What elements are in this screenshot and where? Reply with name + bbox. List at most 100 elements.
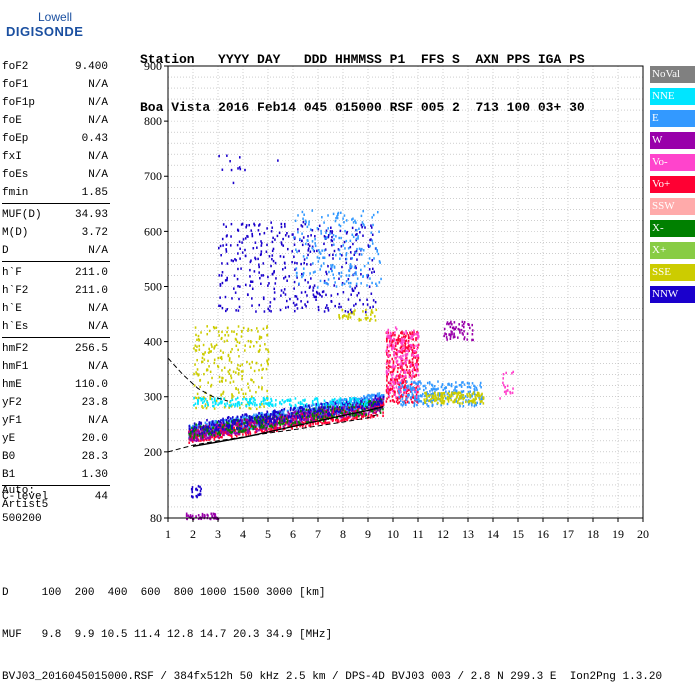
echo-point [412,331,414,333]
echo-point [321,216,323,218]
echo-point [314,235,316,237]
echo-point [226,244,228,246]
echo-point [292,422,294,424]
echo-point [356,238,358,240]
echo-point [294,310,296,312]
echo-point [418,374,420,376]
echo-point [411,401,413,403]
echo-point [256,362,258,364]
echo-point [369,277,371,279]
echo-point [244,425,246,427]
echo-point [371,414,373,416]
echo-point [251,361,253,363]
echo-point [235,345,237,347]
echo-point [301,291,303,293]
echo-point [222,307,224,309]
echo-point [261,414,263,416]
echo-point [402,375,404,377]
echo-point [339,303,341,305]
echo-point [482,397,484,399]
echo-point [295,404,297,406]
echo-point [252,403,254,405]
echo-point [446,336,448,338]
echo-point [260,418,262,420]
echo-point [334,281,336,283]
echo-point [284,262,286,264]
echo-point [231,377,233,379]
echo-point [268,417,270,419]
echo-point [350,251,352,253]
echo-point [269,423,271,425]
echo-point [422,403,424,405]
echo-point [390,337,392,339]
echo-point [217,357,219,359]
echo-point [426,403,428,405]
echo-point [241,423,243,425]
echo-point [451,333,453,335]
echo-point [398,350,400,352]
echo-point [342,412,344,414]
echo-point [211,432,213,434]
echo-point [226,155,228,157]
echo-point [207,381,209,383]
echo-point [197,368,199,370]
echo-point [259,338,261,340]
echo-point [237,285,239,287]
echo-point [215,327,217,329]
echo-point [459,396,461,398]
echo-point [321,249,323,251]
echo-point [304,279,306,281]
echo-point [333,238,335,240]
echo-point [317,404,319,406]
echo-point [368,403,370,405]
echo-point [413,350,415,352]
echo-point [361,415,363,417]
echo-point [342,217,344,219]
echo-point [313,408,315,410]
echo-point [231,361,233,363]
echo-point [232,260,234,262]
echo-point [285,234,287,236]
echo-point [219,434,221,436]
echo-point [250,280,252,282]
echo-point [383,404,385,406]
echo-point [364,402,366,404]
echo-point [246,414,248,416]
echo-point [355,234,357,236]
echo-point [241,430,243,432]
echo-point [320,232,322,234]
echo-point [261,426,263,428]
echo-point [213,347,215,349]
echo-point [289,398,291,400]
echo-point [198,335,200,337]
echo-point [201,432,203,434]
echo-point [291,412,293,414]
echo-point [279,410,281,412]
echo-point [303,415,305,417]
echo-point [264,232,266,234]
echo-point [450,338,452,340]
echo-point [328,406,330,408]
echo-point [287,420,289,422]
echo-point [310,277,312,279]
echo-point [334,411,336,413]
echo-point [220,245,222,247]
echo-point [186,515,188,517]
echo-point [349,313,351,315]
echo-point [251,379,253,381]
echo-point [407,348,409,350]
echo-point [237,278,239,280]
echo-point [199,486,201,488]
echo-point [313,271,315,273]
echo-point [353,313,355,315]
echo-point [398,390,400,392]
echo-point [507,389,509,391]
echo-point [411,335,413,337]
echo-point [463,405,465,407]
echo-point [342,309,344,311]
echo-point [314,242,316,244]
plot-frame [168,66,643,518]
echo-point [475,397,477,399]
echo-point [418,398,420,400]
echo-point [430,398,432,400]
